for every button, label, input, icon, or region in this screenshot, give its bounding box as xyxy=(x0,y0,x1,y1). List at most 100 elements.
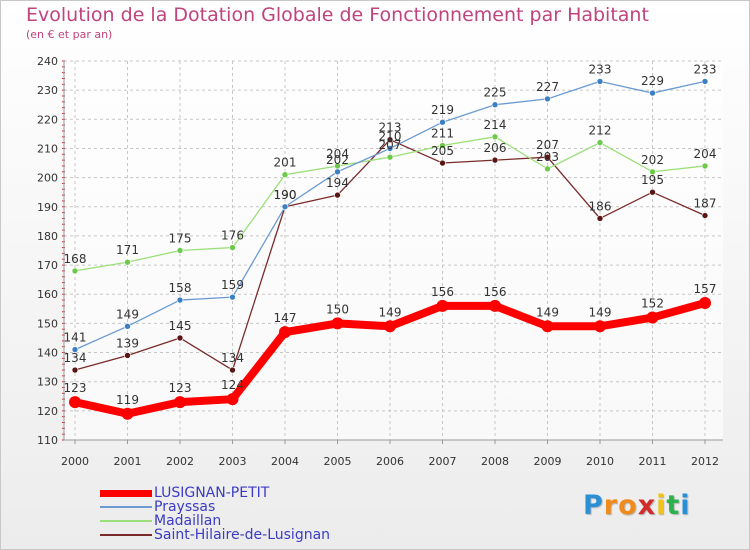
x-tick-label: 2010 xyxy=(586,455,614,468)
data-label: 145 xyxy=(169,319,192,333)
logo-letter: i xyxy=(680,490,691,521)
data-point xyxy=(71,346,79,353)
data-point xyxy=(646,311,659,324)
data-label: 233 xyxy=(589,62,612,76)
x-tick-label: 2005 xyxy=(324,455,352,468)
data-label: 149 xyxy=(116,307,139,321)
data-point xyxy=(124,322,131,330)
data-point xyxy=(544,153,551,161)
y-tick-label: 230 xyxy=(37,84,58,97)
data-point xyxy=(71,366,79,374)
data-label: 147 xyxy=(274,311,297,325)
data-point xyxy=(439,142,446,149)
y-tick-label: 220 xyxy=(37,113,58,126)
x-tick-label: 2008 xyxy=(481,455,509,468)
logo-letter: o xyxy=(618,490,638,521)
legend-label: LUSIGNAN-PETIT xyxy=(154,485,270,501)
data-label: 229 xyxy=(641,74,664,88)
data-point xyxy=(229,366,236,374)
data-point xyxy=(384,320,396,333)
data-label: 159 xyxy=(221,278,244,292)
data-label: 134 xyxy=(221,351,244,365)
data-label: 152 xyxy=(641,297,664,311)
data-label: 190 xyxy=(274,188,297,202)
y-tick-label: 130 xyxy=(37,376,58,389)
logo-letter: x xyxy=(637,490,657,521)
data-label: 156 xyxy=(484,285,507,299)
data-point xyxy=(649,188,656,196)
data-point xyxy=(176,247,184,254)
data-label: 212 xyxy=(589,124,612,138)
data-label: 214 xyxy=(484,118,507,132)
data-label: 123 xyxy=(169,381,192,395)
data-point xyxy=(541,320,554,333)
data-label: 149 xyxy=(536,305,559,319)
data-point xyxy=(174,396,186,409)
data-point xyxy=(69,396,81,409)
x-tick-label: 2000 xyxy=(61,455,89,468)
data-label: 210 xyxy=(379,129,402,143)
data-point xyxy=(701,162,709,170)
data-label: 233 xyxy=(694,62,717,76)
x-tick-label: 2012 xyxy=(691,455,719,468)
data-label: 206 xyxy=(484,141,507,155)
data-point xyxy=(281,203,289,211)
data-point xyxy=(226,393,239,406)
chart-title: Evolution de la Dotation Globale de Fonc… xyxy=(26,4,649,26)
data-label: 194 xyxy=(326,176,349,190)
legend-swatch xyxy=(100,506,152,508)
x-tick-label: 2009 xyxy=(534,455,562,468)
data-label: 195 xyxy=(641,173,664,187)
data-point xyxy=(124,352,131,359)
data-label: 207 xyxy=(536,138,559,152)
x-tick-label: 2007 xyxy=(429,455,457,468)
data-point xyxy=(331,317,344,330)
y-tick-label: 200 xyxy=(37,172,58,185)
data-point xyxy=(596,139,604,146)
data-label: 157 xyxy=(694,282,717,296)
data-point xyxy=(594,320,606,333)
data-label: 203 xyxy=(536,150,559,164)
y-tick-label: 110 xyxy=(37,434,58,447)
data-label: 171 xyxy=(116,243,139,257)
legend-label: Saint-Hilaire-de-Lusignan xyxy=(154,527,331,543)
data-label: 149 xyxy=(589,305,612,319)
data-label: 201 xyxy=(274,156,297,170)
legend-swatch xyxy=(100,534,152,536)
data-label: 204 xyxy=(326,147,349,161)
data-point xyxy=(121,407,134,420)
y-tick-label: 160 xyxy=(37,288,58,301)
data-point xyxy=(281,171,289,178)
data-label: 213 xyxy=(379,121,402,135)
data-point xyxy=(436,299,449,312)
legend-item-prayssas[interactable]: Prayssas xyxy=(100,500,330,514)
logo-letter: t xyxy=(666,490,681,521)
data-point xyxy=(386,145,394,152)
data-label: 158 xyxy=(169,281,192,295)
y-tick-label: 150 xyxy=(37,317,58,330)
data-label: 219 xyxy=(431,103,454,117)
legend-swatch xyxy=(100,520,152,522)
data-point xyxy=(124,258,131,266)
legend-item-madaillan[interactable]: Madaillan xyxy=(100,514,330,528)
data-label: 190 xyxy=(274,188,297,202)
proxiti-logo: Proxiti xyxy=(583,490,691,521)
data-point xyxy=(491,133,499,141)
data-point xyxy=(596,215,604,222)
legend-item-saint-hilaire[interactable]: Saint-Hilaire-de-Lusignan xyxy=(100,528,330,542)
x-tick-label: 2011 xyxy=(639,455,667,468)
data-label: 186 xyxy=(589,199,612,213)
y-tick-label: 170 xyxy=(37,259,58,272)
legend-swatch xyxy=(100,489,152,497)
chart-subtitle: (en € et par an) xyxy=(26,28,113,41)
x-tick-label: 2004 xyxy=(271,455,299,468)
data-point xyxy=(699,296,711,309)
data-point xyxy=(701,78,709,85)
legend-item-lusignan-petit[interactable]: LUSIGNAN-PETIT xyxy=(100,486,330,500)
data-label: 202 xyxy=(326,153,349,167)
x-tick-label: 2003 xyxy=(219,455,247,468)
logo-letter: r xyxy=(603,490,619,521)
data-label: 175 xyxy=(169,232,192,246)
data-point xyxy=(491,156,499,164)
